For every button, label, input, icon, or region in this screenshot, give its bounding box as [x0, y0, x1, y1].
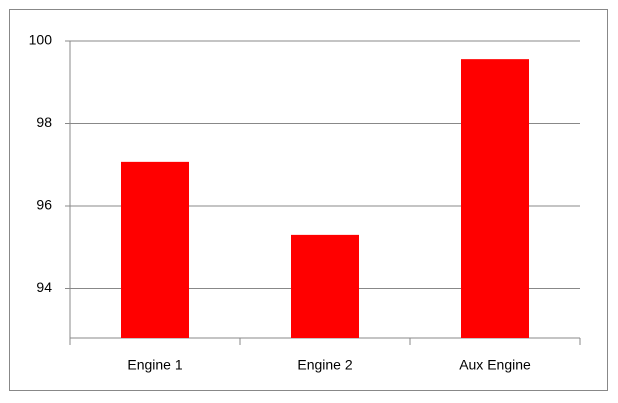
bar	[121, 161, 189, 338]
x-tick-label: Engine 1	[127, 357, 182, 373]
x-tick-label: Engine 2	[297, 357, 352, 373]
y-tick-label: 100	[29, 32, 53, 48]
x-tick-label: Aux Engine	[459, 357, 531, 373]
bar	[461, 59, 529, 339]
y-tick-label: 98	[36, 114, 52, 130]
y-tick-label: 96	[36, 197, 52, 213]
bar	[291, 234, 359, 338]
y-tick-label: 94	[36, 279, 52, 295]
